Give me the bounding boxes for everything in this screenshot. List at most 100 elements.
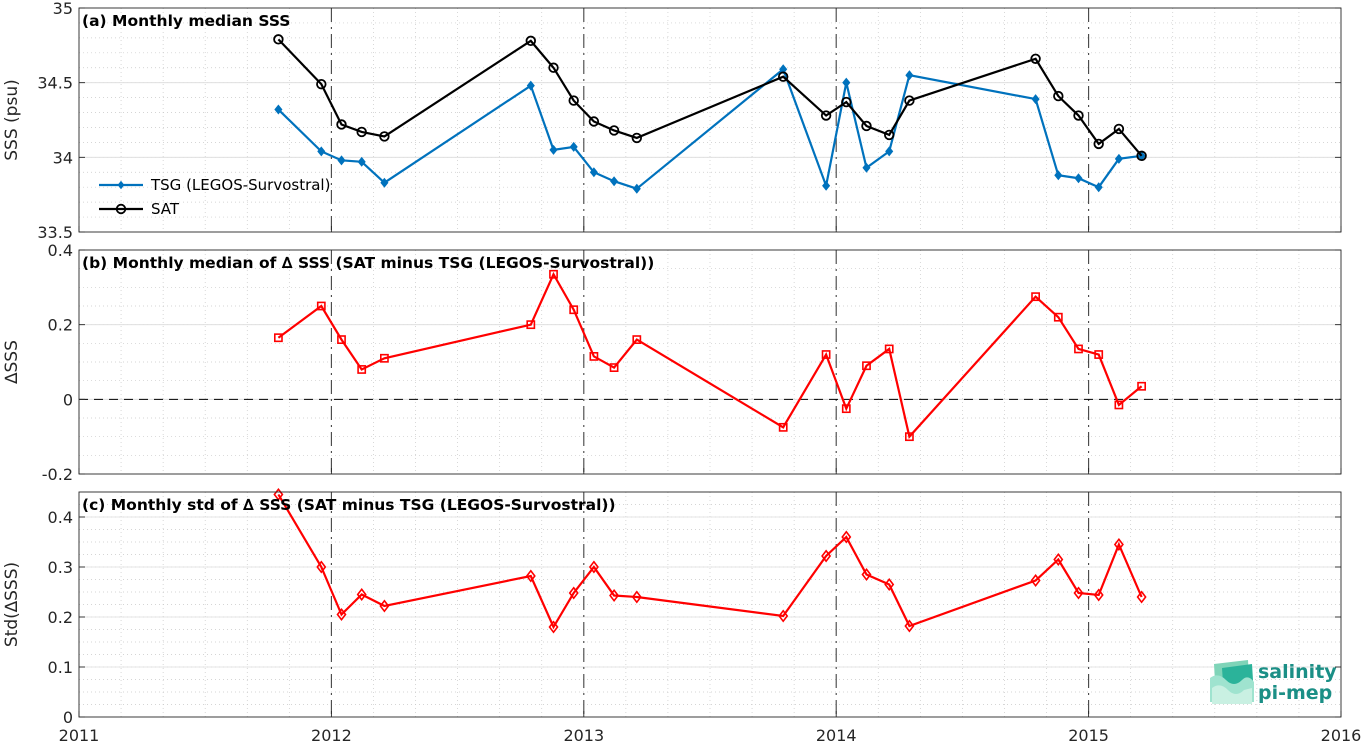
y-axis-label: ∆SSS	[2, 340, 22, 385]
y-tick-label: 0	[63, 390, 73, 409]
data-point	[1094, 182, 1103, 193]
data-point	[904, 95, 915, 106]
data-point	[1136, 590, 1147, 604]
panel-title: (a) Monthly median SSS	[82, 12, 290, 30]
data-point	[610, 176, 619, 187]
data-point	[778, 609, 789, 623]
x-tick-label: 2011	[59, 726, 100, 745]
data-point	[1074, 344, 1083, 354]
data-point	[904, 432, 914, 442]
data-point	[1094, 350, 1104, 359]
data-point	[356, 126, 367, 138]
data-point	[884, 344, 894, 354]
data-point	[609, 588, 620, 603]
data-point	[568, 95, 579, 106]
y-tick-label: 0.4	[48, 508, 73, 527]
series-delta	[273, 269, 1147, 442]
data-point	[631, 590, 642, 604]
data-point	[380, 177, 389, 188]
y-tick-label: -0.2	[42, 465, 73, 484]
data-point	[1114, 153, 1123, 164]
legend-label: SAT	[151, 200, 180, 218]
data-point	[569, 305, 579, 315]
data-point	[379, 599, 390, 613]
data-point	[273, 34, 284, 45]
data-point	[1053, 90, 1064, 102]
data-point	[317, 146, 326, 157]
logo-line1: salinity	[1258, 661, 1337, 683]
data-point	[821, 549, 832, 563]
axes-frame	[78, 491, 1342, 718]
data-point	[778, 422, 788, 432]
data-point	[841, 530, 852, 544]
data-point	[862, 361, 871, 371]
y-tick-label: 35	[53, 0, 73, 18]
data-point	[588, 560, 599, 574]
data-point	[841, 404, 851, 414]
data-point	[861, 120, 872, 132]
x-tick-label: 2015	[1068, 726, 1109, 745]
data-point	[1053, 312, 1063, 322]
data-point	[380, 353, 389, 363]
data-point	[356, 587, 367, 602]
data-point	[1093, 588, 1104, 602]
axes-frame	[78, 249, 1342, 475]
data-point	[1031, 292, 1040, 302]
data-point	[548, 62, 559, 73]
series-line	[277, 38, 1143, 157]
axes-frame	[78, 7, 1342, 233]
data-point	[273, 487, 284, 502]
data-point	[548, 620, 559, 634]
data-point	[1114, 400, 1124, 410]
data-point	[357, 156, 366, 167]
data-point	[884, 577, 895, 592]
data-point	[273, 333, 283, 343]
data-point	[885, 146, 894, 157]
data-point	[904, 619, 915, 633]
data-point	[336, 607, 347, 622]
data-point	[274, 104, 283, 115]
data-point	[526, 320, 536, 330]
legend-marker	[117, 180, 125, 190]
data-point	[1137, 381, 1147, 391]
data-point	[862, 162, 871, 173]
y-tick-label: 0.3	[48, 558, 73, 577]
data-point	[632, 183, 641, 194]
data-point	[1054, 170, 1063, 181]
data-point	[631, 132, 643, 144]
data-point	[822, 180, 831, 191]
data-point	[608, 125, 620, 136]
legend: TSG (LEGOS-Survostral) SAT	[99, 176, 330, 218]
series-line	[277, 271, 1143, 439]
data-point	[357, 365, 367, 374]
panel-c: 0 0.1 0.2 0.3 0.4 Std(∆SSS) (c) Monthly std of…	[2, 487, 1342, 727]
data-point	[336, 119, 347, 130]
series-tsg	[274, 64, 1146, 194]
data-point	[1073, 586, 1084, 600]
panel-b: -0.2 0 0.2 0.4 ∆SSS (b) Monthly median of ∆ S…	[2, 241, 1342, 484]
data-point	[609, 363, 619, 372]
minor-grid	[79, 250, 1341, 474]
data-point	[1073, 110, 1084, 121]
x-tick-label: 2016	[1321, 726, 1362, 745]
data-point	[842, 77, 851, 88]
data-point	[905, 70, 914, 81]
data-point	[549, 144, 558, 155]
data-point	[821, 350, 831, 359]
series-delta	[273, 487, 1147, 634]
data-point	[549, 269, 558, 279]
data-point	[568, 586, 579, 600]
legend-marker	[115, 203, 127, 215]
data-point	[1136, 150, 1147, 162]
data-point	[841, 96, 852, 108]
data-point	[1031, 94, 1040, 105]
series-line	[277, 493, 1143, 630]
data-point	[525, 569, 536, 583]
data-point	[316, 301, 326, 311]
data-point	[589, 167, 598, 178]
data-point	[588, 116, 600, 127]
data-point	[1093, 138, 1104, 150]
y-tick-label: 33.5	[37, 223, 73, 242]
legend-label: TSG (LEGOS-Survostral)	[150, 176, 330, 194]
